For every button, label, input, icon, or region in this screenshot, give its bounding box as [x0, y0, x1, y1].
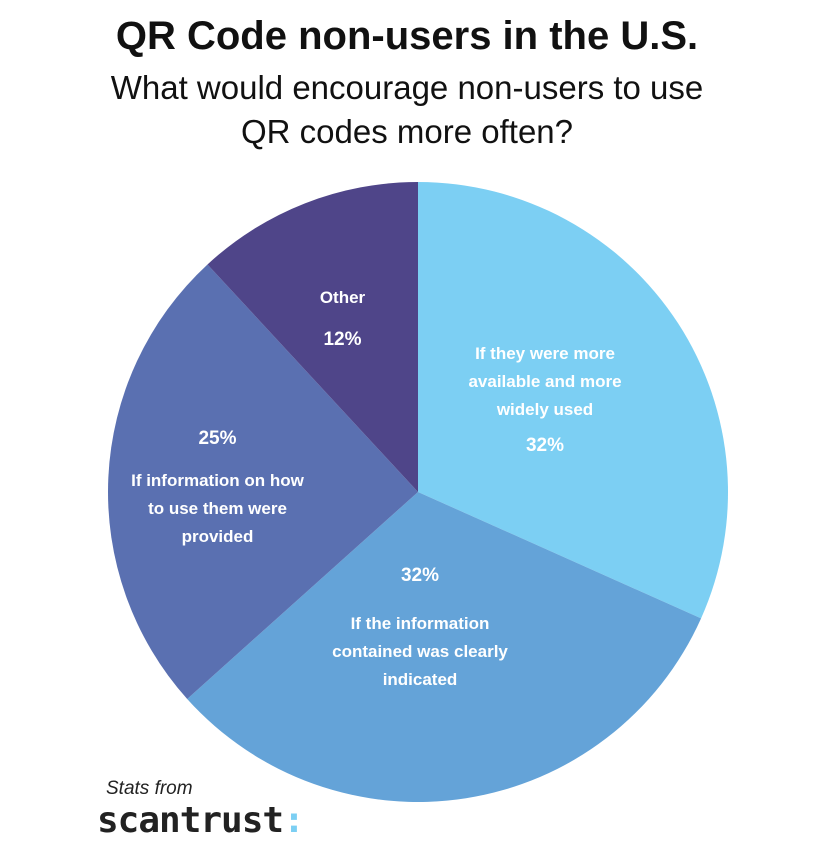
scantrust-logo: scantrust:	[97, 800, 305, 841]
stats-from-text: Stats from	[106, 778, 193, 799]
slice-label-text: If information on how to use them were p…	[131, 471, 304, 546]
chart-subtitle: What would encourage non-users to use QR…	[110, 69, 704, 150]
slice-label-howto: 25% If information on how to use them we…	[130, 425, 305, 551]
slice-value: 25%	[198, 428, 237, 449]
slice-label-indicated: 32% If the information contained was cle…	[320, 562, 520, 694]
slice-value: 32%	[525, 435, 565, 456]
slice-value: 12%	[323, 329, 362, 350]
brand-name: scantrust	[97, 800, 284, 841]
pie-slice-2	[107, 264, 418, 699]
brand-colon: :	[283, 800, 305, 841]
slice-value: 32%	[400, 565, 440, 586]
slice-label-available: If they were more available and more wid…	[450, 340, 640, 460]
slice-label-text: If they were more available and more wid…	[468, 344, 622, 419]
pie-slice-1	[187, 492, 702, 802]
slice-label-text: If the information contained was clearly…	[332, 614, 508, 689]
pie-slice-0	[418, 182, 729, 619]
chart-title: QR Code non-users in the U.S.	[115, 14, 699, 58]
slice-label-text: Other	[319, 288, 366, 307]
pie-slice-3	[207, 182, 418, 492]
slice-label-other: Other 12%	[300, 284, 385, 354]
